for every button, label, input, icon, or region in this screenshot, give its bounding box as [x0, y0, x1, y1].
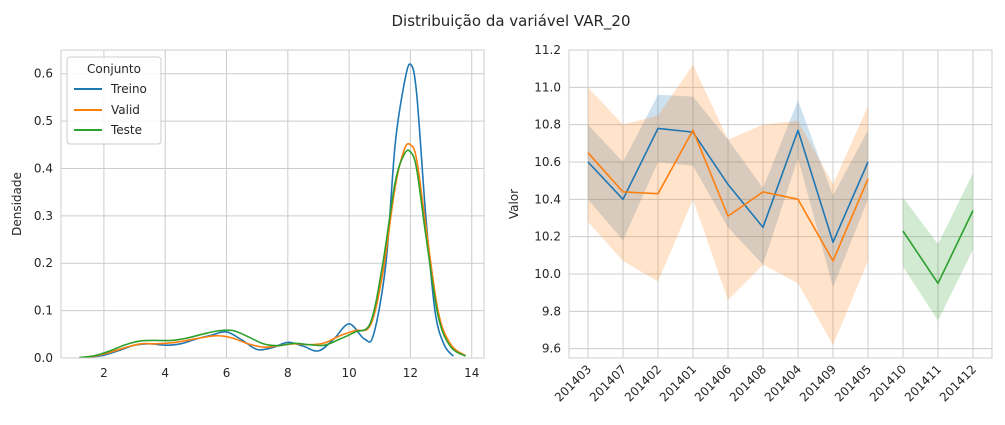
timeseries-x-tick-label: 201407 — [587, 362, 629, 404]
kde-x-tick-label: 14 — [464, 366, 479, 380]
kde-line-teste — [79, 149, 467, 359]
timeseries-plot-area — [569, 50, 992, 358]
timeseries-axes: 2014032014072014022014012014062014082014… — [507, 43, 993, 405]
legend-box — [66, 56, 162, 145]
legend-item-valid: Valid — [74, 103, 140, 117]
timeseries-y-tick-labels: 9.6 9.8 10.0 10.2 10.4 10.6 10.8 11.0 11.2 — [534, 43, 561, 356]
timeseries-x-tick-label: 201408 — [727, 362, 769, 404]
kde-lines — [79, 63, 467, 359]
ci-band-treino — [588, 94, 868, 288]
legend-item-treino: Treino — [74, 82, 147, 96]
timeseries-y-tick-label: 10.8 — [534, 118, 561, 132]
kde-x-tick-label: 8 — [284, 366, 292, 380]
ci-band-teste — [903, 173, 973, 321]
kde-x-tick-label: 10 — [341, 366, 356, 380]
kde-y-tick-label: 0.1 — [34, 304, 53, 318]
legend-label-teste: Teste — [110, 123, 142, 137]
kde-y-tick-label: 0.3 — [34, 209, 53, 223]
kde-y-axis-label: Densidade — [10, 172, 24, 236]
timeseries-y-tick-label: 10.4 — [534, 192, 561, 206]
timeseries-y-tick-label: 10.2 — [534, 230, 561, 244]
timeseries-x-tick-label: 201406 — [692, 362, 734, 404]
kde-y-tick-label: 0.2 — [34, 256, 53, 270]
kde-y-tick-label: 0.0 — [34, 351, 53, 365]
mean-line-teste — [902, 210, 974, 285]
ci-band-valid — [588, 64, 868, 345]
legend-label-treino: Treino — [110, 82, 147, 96]
timeseries-y-tick-label: 11.2 — [534, 43, 561, 57]
legend-label-valid: Valid — [111, 103, 140, 117]
timeseries-x-tick-label: 201410 — [867, 362, 909, 404]
timeseries-x-tick-label: 201401 — [657, 362, 699, 404]
mean-line-treino — [587, 127, 869, 244]
timeseries-y-tick-label: 10.0 — [534, 267, 561, 281]
kde-y-tick-label: 0.5 — [34, 114, 53, 128]
timeseries-y-tick-label: 11.0 — [534, 80, 561, 94]
timeseries-y-tick-label: 10.6 — [534, 155, 561, 169]
kde-axes: 2 4 6 8 10 12 14 0.0 0.1 0.2 0.3 0.4 0.5 0.6 Densida… — [10, 49, 485, 380]
timeseries-x-tick-label: 201402 — [622, 362, 664, 404]
kde-legend: Conjunto Treino Valid Teste — [66, 56, 162, 145]
kde-frame — [60, 49, 485, 359]
figure-title: Distribuição da variável VAR_20 — [391, 12, 630, 31]
kde-x-tick-label: 2 — [100, 366, 108, 380]
timeseries-lines — [587, 127, 974, 285]
timeseries-x-tick-label: 201404 — [762, 362, 804, 404]
kde-line-treino — [88, 63, 454, 358]
timeseries-ci-bands — [588, 64, 973, 345]
kde-y-tick-labels: 0.0 0.1 0.2 0.3 0.4 0.5 0.6 — [34, 67, 53, 365]
timeseries-x-tick-label: 201405 — [832, 362, 874, 404]
kde-y-tick-label: 0.4 — [34, 161, 53, 175]
kde-y-tick-label: 0.6 — [34, 67, 53, 81]
timeseries-y-tick-label: 9.8 — [542, 304, 561, 318]
kde-x-tick-label: 4 — [161, 366, 169, 380]
mean-line-valid — [587, 129, 869, 262]
timeseries-y-axis-label: Valor — [507, 189, 521, 219]
timeseries-x-tick-label: 201411 — [902, 362, 944, 404]
legend-item-teste: Teste — [74, 123, 142, 137]
timeseries-y-tick-label: 9.6 — [542, 342, 561, 356]
kde-x-tick-label: 12 — [403, 366, 418, 380]
legend-title: Conjunto — [87, 62, 141, 76]
timeseries-x-tick-label: 201403 — [552, 362, 594, 404]
timeseries-x-tick-label: 201409 — [797, 362, 839, 404]
kde-x-tick-label: 6 — [223, 366, 231, 380]
kde-x-tick-labels: 2 4 6 8 10 12 14 — [100, 366, 479, 380]
timeseries-frame — [568, 49, 993, 359]
timeseries-x-tick-labels: 2014032014072014022014012014062014082014… — [552, 362, 979, 404]
timeseries-x-tick-label: 201412 — [937, 362, 979, 404]
